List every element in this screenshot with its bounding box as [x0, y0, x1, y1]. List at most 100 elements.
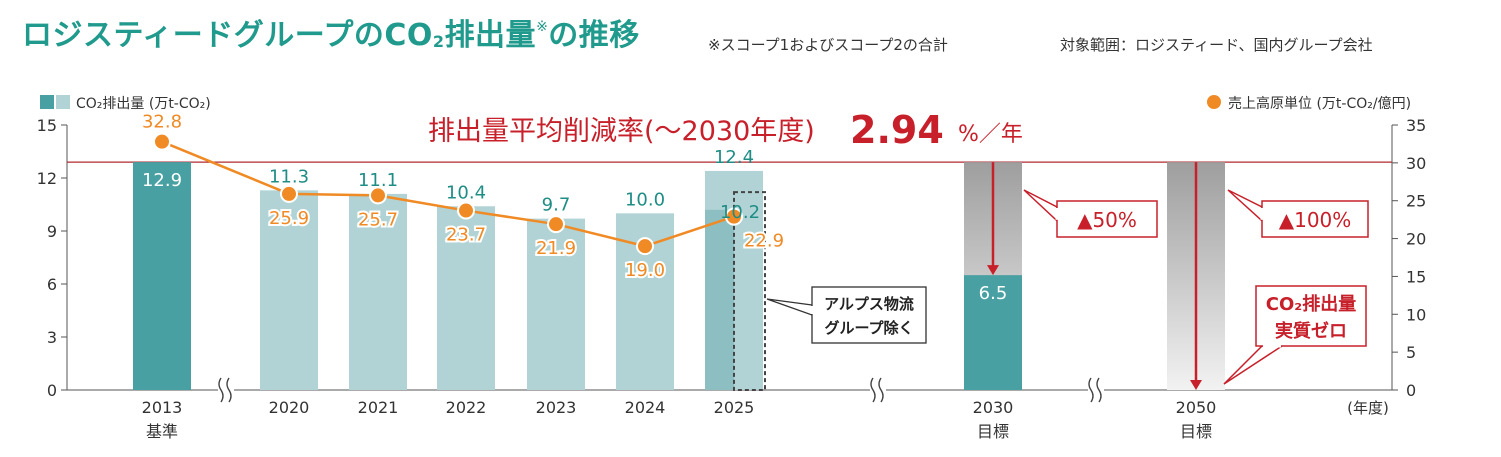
intensity-point-2021: [369, 186, 387, 205]
goal-callout-box: [1255, 285, 1367, 347]
intensity-label: 22.9: [744, 231, 784, 252]
intensity-label-halo: 22.9: [744, 231, 784, 252]
legend-swatch-light: [56, 95, 70, 109]
left-tick-label: 0: [47, 381, 57, 400]
x-sublabel: 目標: [977, 422, 1009, 441]
reduction-headline-text: 排出量平均削減率(〜2030年度): [428, 116, 815, 147]
callout-2030-text: ▲50%: [1077, 208, 1137, 232]
axis-break: [218, 376, 234, 404]
alps-callout-box: [811, 286, 927, 344]
x-label-2024: 2024: [625, 398, 666, 417]
intensity-point-2013: [153, 132, 171, 151]
alps-dashed-box: [733, 191, 766, 391]
intensity-point-2024: [636, 237, 654, 256]
axis-break-mask: [870, 376, 886, 404]
axis-break-mask: [218, 376, 234, 404]
x-label-2050: 2050: [1176, 398, 1217, 417]
right-tick-label: 35: [1406, 116, 1426, 135]
bar-value-label: 11.1: [358, 170, 398, 191]
axis-break-mark: [218, 377, 224, 403]
bar-value-label: 10.0: [625, 189, 665, 210]
intensity-label-halo: 23.7: [446, 225, 486, 246]
range-note: 対象範囲：ロジスティード、国内グループ会社: [1060, 36, 1373, 54]
right-tick-label: 20: [1406, 230, 1426, 249]
axis-break-mask: [1088, 376, 1104, 404]
bar-2023: [527, 218, 585, 390]
axis-break-mark: [1088, 377, 1094, 403]
legend-line-label: 売上高原単位 (万t-CO₂/億円): [1228, 95, 1411, 112]
bar-value-label: 10.4: [446, 182, 486, 203]
callout-2030-pointer: [1023, 189, 1058, 223]
bar-2021: [349, 193, 407, 390]
callout-2050-text: ▲100%: [1279, 208, 1352, 232]
right-tick-label: 30: [1406, 154, 1426, 173]
goal-callout-text: 実質ゼロ: [1275, 320, 1347, 342]
alps-value-label: 10.2: [720, 202, 760, 223]
arrow-2030-head: [987, 265, 999, 276]
x-label-2021: 2021: [358, 398, 399, 417]
bar-value-label: 9.7: [542, 195, 571, 216]
right-tick-label: 5: [1406, 343, 1416, 362]
intensity-label: 25.7: [358, 209, 398, 230]
left-tick-label: 3: [47, 328, 57, 347]
intensity-label: 23.7: [446, 225, 486, 246]
x-sublabel: 目標: [1180, 422, 1212, 441]
scope-note: ※スコープ1およびスコープ2の合計: [708, 36, 948, 54]
bar-value-label: 12.9: [142, 170, 182, 191]
intensity-label-halo: 21.9: [536, 238, 576, 259]
intensity-label-halo: 25.9: [269, 208, 309, 229]
intensity-label-halo: 19.0: [625, 260, 665, 281]
legend-line-marker: [1207, 95, 1221, 109]
bar-2025-alps-excluded: [705, 209, 734, 390]
bar-2020: [260, 190, 318, 390]
axis-break-mark: [226, 377, 232, 403]
bar-value-label: 6.5: [979, 283, 1008, 304]
axis-break: [1088, 376, 1104, 404]
bar-value-label: 11.3: [269, 166, 309, 187]
callout-2050-box: [1261, 200, 1369, 238]
intensity-label: 19.0: [625, 260, 665, 281]
reduction-headline-value: 2.94: [850, 108, 944, 152]
axis-break-mark: [878, 377, 884, 403]
axis-break-mark: [1096, 377, 1102, 403]
goal-callout-pointer: [1223, 345, 1285, 385]
left-tick-label: 15: [37, 116, 57, 135]
right-tick-label: 25: [1406, 192, 1426, 211]
intensity-point-2020: [280, 184, 298, 203]
left-tick-label: 9: [47, 222, 57, 241]
right-tick-label: 15: [1406, 267, 1426, 286]
goal-callout-text: CO₂排出量: [1266, 293, 1356, 315]
x-label-2030: 2030: [973, 398, 1014, 417]
reduction-headline-unit: %／年: [958, 122, 1023, 147]
right-tick-label: 0: [1406, 381, 1416, 400]
alps-callout-pointer: [766, 298, 813, 316]
x-label-2020: 2020: [269, 398, 310, 417]
legend-bar-label: CO₂排出量 (万t-CO₂): [76, 96, 211, 112]
alps-callout-text: アルプス物流: [824, 295, 914, 313]
intensity-label-halo: 32.8: [142, 112, 182, 133]
bar-2030: [964, 275, 1022, 390]
right-tick-label: 10: [1406, 305, 1426, 324]
callout-2050-pointer: [1227, 189, 1263, 223]
callout-2030-box: [1056, 200, 1158, 238]
intensity-label: 32.8: [142, 112, 182, 133]
intensity-label: 25.9: [269, 208, 309, 229]
axis-break-mark: [870, 377, 876, 403]
alps-callout-text: グループ除く: [824, 319, 913, 337]
chart-title: ロジスティードグループのCO2排出量※の推移: [22, 18, 640, 53]
x-label-2025: 2025: [714, 398, 755, 417]
legend-swatch-dark: [40, 95, 54, 109]
x-unit-label: (年度): [1347, 399, 1389, 417]
bar-2013: [133, 162, 191, 390]
axis-break: [870, 376, 886, 404]
x-label-2023: 2023: [536, 398, 577, 417]
left-tick-label: 6: [47, 275, 57, 294]
intensity-point-2025: [725, 207, 743, 226]
intensity-label-halo: 25.7: [358, 209, 398, 230]
intensity-point-2022: [457, 201, 475, 220]
x-sublabel: 基準: [146, 422, 178, 441]
intensity-point-2023: [547, 215, 565, 234]
left-tick-label: 12: [37, 169, 57, 188]
x-label-2013: 2013: [142, 398, 183, 417]
